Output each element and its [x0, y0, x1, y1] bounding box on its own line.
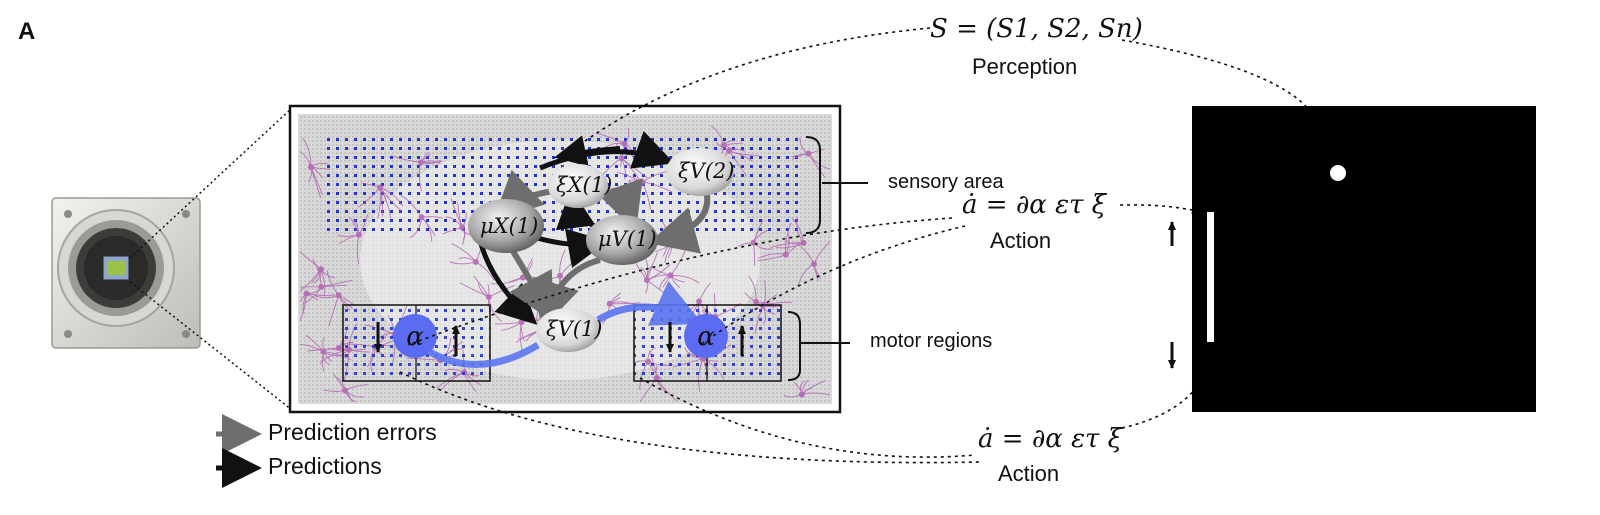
action-formula-top: ȧ = ∂α ετ ξ — [962, 190, 1107, 220]
node-xi-v2-shape — [666, 148, 734, 196]
zoom-lines — [129, 107, 293, 411]
pong-game-screen — [1192, 106, 1536, 412]
alpha-node-left — [393, 314, 437, 358]
node-mu-x1-shape — [468, 199, 544, 253]
alpha-label-right: α — [697, 322, 715, 352]
sensory-bracket — [805, 136, 868, 234]
legend-arrows — [216, 414, 262, 488]
node-xi-v1-shape — [536, 308, 600, 352]
camera-icon — [51, 197, 201, 349]
node-mu-v1-label: μV(1) — [598, 227, 657, 251]
perception-label: Perception — [972, 54, 1078, 79]
paddle — [1207, 212, 1214, 342]
node-mu-v1-shape — [586, 215, 658, 265]
motor-direction-arrows — [374, 322, 746, 356]
culture-panel — [288, 104, 842, 414]
action-label-top: Action — [990, 228, 1052, 253]
panel-letter: A — [18, 18, 36, 45]
dashed-connectors — [399, 27, 1339, 464]
legend-predictions-label: Predictions — [268, 453, 382, 479]
action-formula-bottom: ȧ = ∂α ετ ξ — [978, 424, 1123, 454]
action-label-bottom: Action — [998, 461, 1060, 486]
node-xi-x1-label: ξX(1) — [556, 173, 612, 197]
node-xi-v2-label: ξV(2) — [678, 159, 734, 183]
ball — [1330, 165, 1346, 181]
motor-bracket — [787, 311, 850, 381]
node-mu-x1-label: μX(1) — [480, 214, 538, 238]
perception-formula: S = (S1, S2, Sn) — [930, 14, 1143, 44]
legend-errors-label: Prediction errors — [268, 419, 437, 445]
node-xi-v1-label: ξV(1) — [546, 317, 602, 341]
alpha-label-left: α — [406, 322, 424, 352]
node-xi-x1-shape — [548, 164, 608, 208]
motor-regions-label: motor regions — [870, 330, 993, 352]
sensory-area-label: sensory area — [888, 171, 1004, 193]
alpha-node-right — [684, 314, 728, 358]
